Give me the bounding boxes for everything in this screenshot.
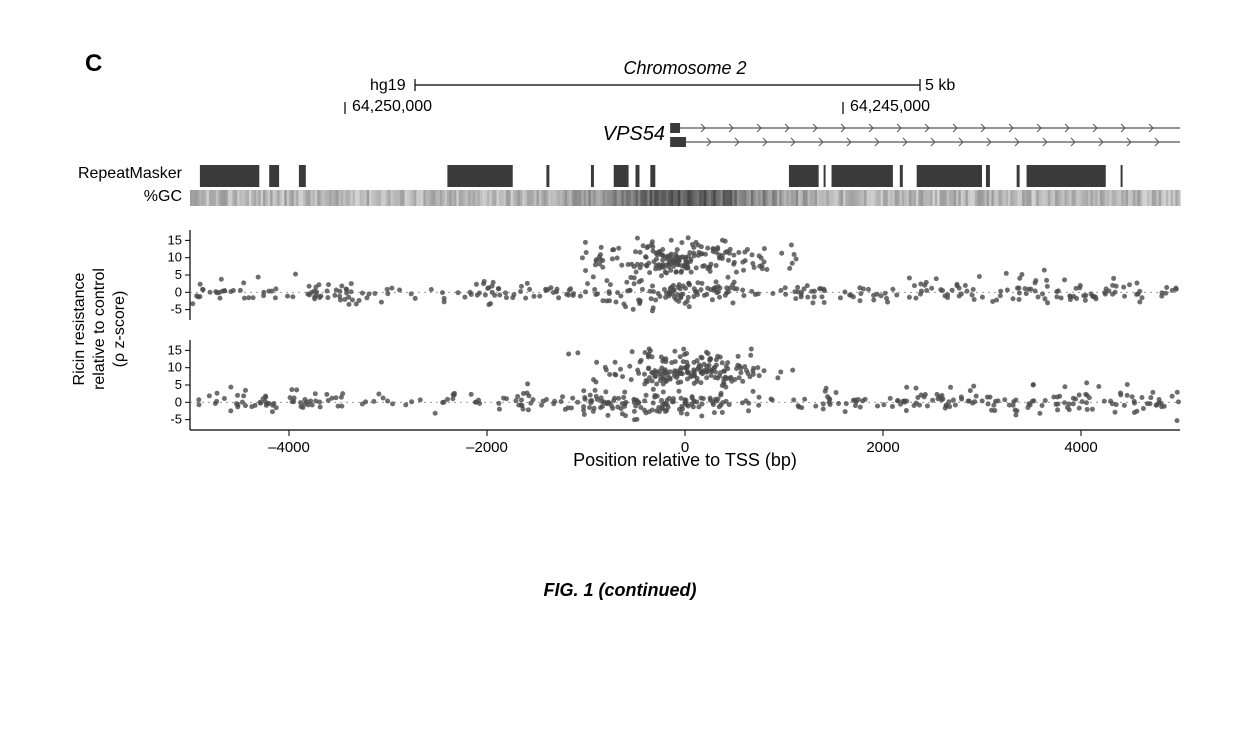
svg-text:15: 15 (168, 232, 182, 247)
svg-text:-5: -5 (170, 412, 182, 427)
svg-text:10: 10 (168, 250, 182, 265)
svg-text:–4000: –4000 (268, 439, 310, 456)
svg-text:2000: 2000 (866, 439, 899, 456)
svg-text:-5: -5 (170, 302, 182, 317)
svg-text:15: 15 (168, 342, 182, 357)
svg-text:–2000: –2000 (466, 439, 508, 456)
svg-text:5: 5 (175, 377, 182, 392)
svg-text:5: 5 (175, 267, 182, 282)
svg-text:4000: 4000 (1064, 439, 1097, 456)
svg-text:0: 0 (681, 439, 689, 456)
svg-text:10: 10 (168, 360, 182, 375)
svg-text:0: 0 (175, 284, 182, 299)
svg-text:0: 0 (175, 394, 182, 409)
figure-svg: -5 0 5 10 15 -5 0 5 10 15 –4000 –2000 0 2000 4000 (0, 0, 1240, 752)
